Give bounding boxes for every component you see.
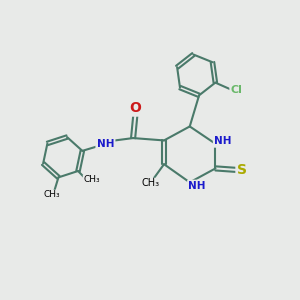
Text: CH₃: CH₃ [44, 190, 60, 199]
Text: CH₃: CH₃ [141, 178, 159, 188]
Text: Cl: Cl [231, 85, 243, 95]
Text: CH₃: CH₃ [83, 175, 100, 184]
Text: NH: NH [97, 139, 114, 149]
Text: NH: NH [188, 181, 206, 191]
Text: O: O [130, 101, 141, 115]
Text: NH: NH [214, 136, 232, 146]
Text: S: S [237, 163, 247, 177]
